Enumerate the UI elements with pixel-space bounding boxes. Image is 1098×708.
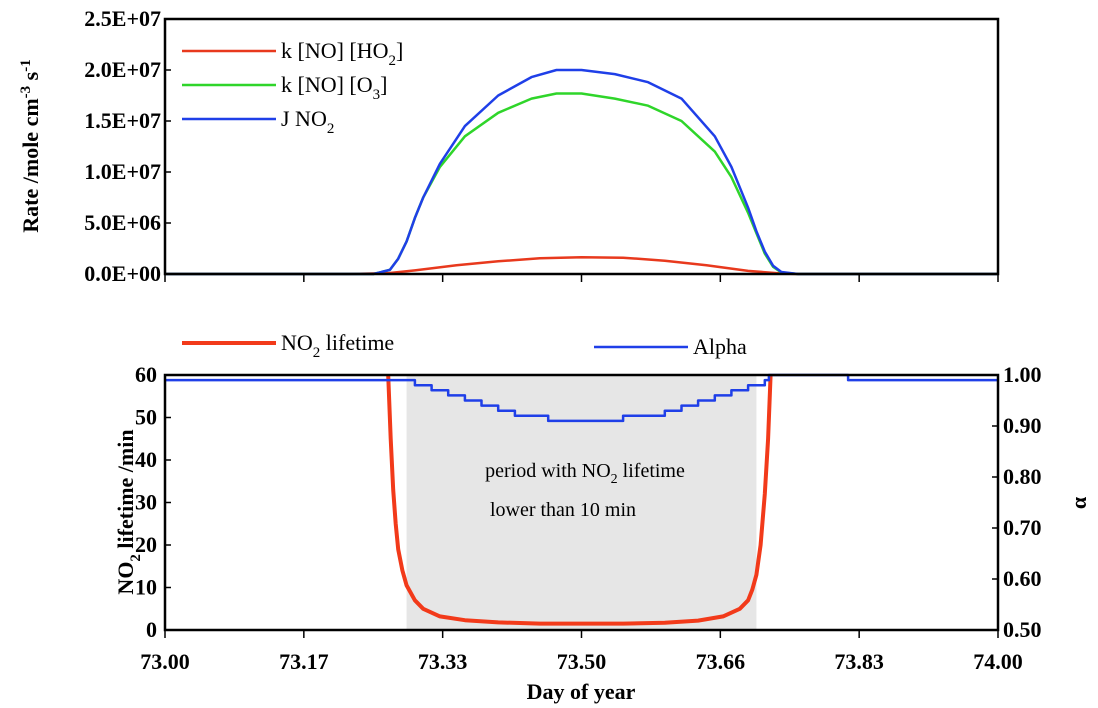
top-chart-lines [165,68,998,276]
legend-entry: J NO2 [281,106,334,137]
top-y-axis-label: Rate /mole cm-3 s-1 [18,59,43,232]
y-tick-label: 40 [135,447,157,472]
legend-entry: k [NO] [O3] [281,72,387,103]
low-lifetime-shaded-region [406,375,757,630]
x-tick-label: 73.00 [140,649,190,674]
y-right-tick-label: 1.00 [1003,362,1042,387]
series-line-0 [165,255,998,276]
x-tick-label: 73.17 [279,649,329,674]
annotation-line-1: period with NO2 lifetime [485,460,685,487]
top-legend: k [NO] [HO2]k [NO] [O3]J NO2 [182,38,403,137]
y-tick-label: 5.0E+06 [84,210,161,235]
y-tick-label: 0.0E+00 [84,261,161,286]
legend-entry: NO2 lifetime [281,330,394,361]
series-line-2 [165,68,998,276]
y-tick-label: 1.0E+07 [84,159,161,184]
y-tick-label: 50 [135,405,157,430]
y-tick-label: 10 [135,575,157,600]
bottom-left-y-axis-label: NO2 lifetime /min [113,429,144,594]
y-tick-label: 2.5E+07 [84,6,161,31]
x-tick-label: 74.00 [973,649,1023,674]
bottom-right-y-axis-label: α [1066,496,1091,509]
bottom-series-line-0 [386,374,773,626]
bottom-chart-lines [165,373,998,626]
top-x-ticks [164,274,999,282]
top-chart: 0.0E+00 5.0E+06 1.0E+07 1.5E+07 2.0E+07 2.5E+… [18,6,1000,286]
y-tick-label: 60 [135,362,157,387]
annotation-line-2: lower than 10 min [490,499,636,521]
bottom-chart: 73.00 73.17 73.33 73.50 73.66 73.83 74.00 0 10 2… [113,330,1091,704]
y-tick-label: 0 [146,617,157,642]
y-tick-label: 1.5E+07 [84,108,161,133]
y-right-tick-label: 0.60 [1003,566,1042,591]
y-right-tick-label: 0.70 [1003,515,1042,540]
bottom-left-y-ticks: 0 10 20 30 40 50 60 [135,362,171,642]
legend-entry: k [NO] [HO2] [281,38,403,69]
y-tick-label: 2.0E+07 [84,57,161,82]
x-tick-label: 73.66 [696,649,746,674]
legend-entry: Alpha [693,334,747,359]
y-right-tick-label: 0.80 [1003,464,1042,489]
x-tick-label: 73.83 [834,649,884,674]
y-right-tick-label: 0.90 [1003,413,1042,438]
bottom-right-y-ticks: 0.50 0.60 0.70 0.80 0.90 1.00 [992,362,1042,642]
bottom-legend: NO2 lifetime Alpha [182,330,747,361]
top-y-ticks: 0.0E+00 5.0E+06 1.0E+07 1.5E+07 2.0E+07 2.5E+… [84,6,171,286]
bottom-series-line-1 [165,373,998,423]
x-tick-label: 73.33 [418,649,468,674]
y-right-tick-label: 0.50 [1003,617,1042,642]
y-tick-label: 30 [135,490,157,515]
y-tick-label: 20 [135,532,157,557]
bottom-x-ticks: 73.00 73.17 73.33 73.50 73.66 73.83 74.00 [140,630,1023,674]
x-tick-label: 73.50 [557,649,607,674]
x-axis-label: Day of year [527,679,636,704]
